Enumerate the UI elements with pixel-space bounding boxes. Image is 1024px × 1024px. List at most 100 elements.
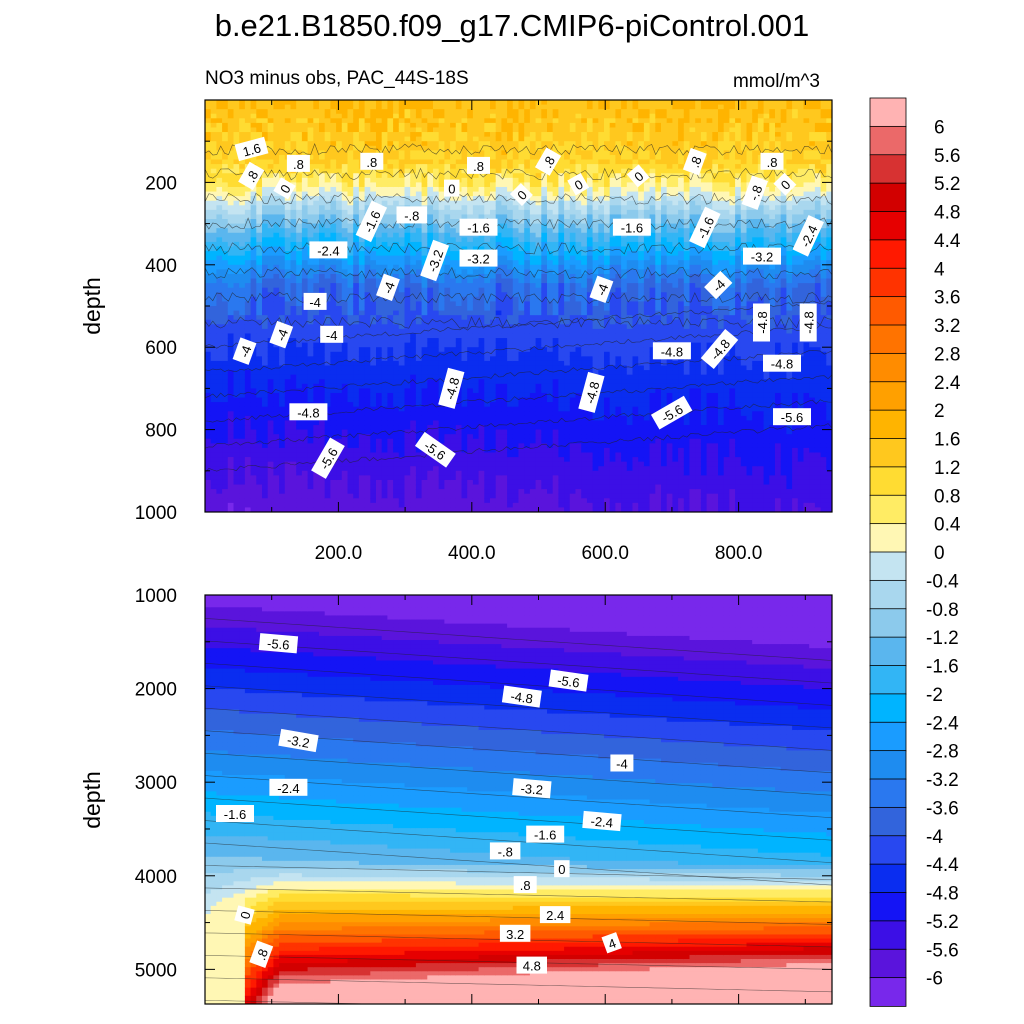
upper-field-cell [256, 100, 263, 106]
upper-field-cell [210, 154, 217, 161]
upper-field-cell [490, 507, 497, 512]
upper-field-cell [484, 269, 491, 275]
upper-field-cell [512, 241, 520, 248]
upper-field-cell [239, 425, 246, 431]
upper-field-cell [330, 479, 337, 486]
upper-field-cell [233, 182, 240, 188]
upper-field-cell [233, 196, 240, 202]
upper-field-cell [336, 310, 343, 316]
upper-field-cell [273, 397, 280, 403]
upper-field-cell [301, 507, 309, 512]
upper-field-cell [370, 379, 377, 385]
upper-field-cell [433, 219, 440, 225]
upper-field-cell [433, 356, 440, 362]
upper-field-cell [376, 365, 383, 371]
upper-field-cell [244, 237, 252, 243]
upper-field-cell [262, 246, 269, 252]
upper-field-cell [467, 177, 474, 183]
upper-field-cell [336, 237, 343, 243]
upper-field-cell [518, 127, 525, 133]
upper-field-cell [512, 127, 520, 133]
upper-field-cell [296, 493, 303, 499]
upper-field-cell [216, 287, 223, 293]
upper-field-cell [319, 434, 326, 440]
upper-field-cell [210, 370, 217, 376]
upper-field-cell [262, 347, 269, 353]
upper-field-cell [484, 173, 491, 179]
upper-field-cell [273, 342, 280, 348]
upper-field-cell [341, 182, 349, 188]
upper-field-cell [427, 164, 434, 170]
upper-field-cell [330, 315, 337, 321]
upper-field-cell [347, 489, 354, 495]
upper-field-cell [301, 502, 309, 509]
upper-field-cell [210, 415, 217, 422]
upper-field-cell [433, 392, 440, 399]
upper-field-cell [233, 251, 240, 257]
upper-field-cell [324, 118, 331, 124]
upper-field-cell [244, 264, 252, 270]
upper-field-cell [415, 356, 423, 362]
upper-field-cell [330, 356, 337, 362]
upper-field-cell [507, 310, 514, 316]
upper-field-cell [398, 100, 406, 106]
upper-field-cell [290, 347, 297, 353]
upper-field-cell [415, 145, 423, 151]
upper-field-cell [336, 159, 343, 165]
upper-field-cell [495, 205, 502, 211]
upper-field-cell [290, 498, 297, 504]
upper-field-cell [358, 502, 366, 509]
upper-field-cell [415, 466, 423, 472]
upper-field-cell [210, 402, 217, 408]
upper-field-cell [478, 475, 485, 481]
upper-field-cell [501, 333, 508, 339]
upper-field-cell [438, 493, 445, 499]
upper-field-cell [222, 168, 229, 174]
upper-field-cell [404, 264, 411, 270]
upper-field-cell [512, 484, 520, 490]
upper-field-cell [313, 141, 320, 147]
upper-field-cell [313, 287, 320, 293]
upper-field-cell [393, 209, 400, 216]
upper-field-cell [467, 406, 474, 412]
upper-field-cell [216, 283, 223, 289]
upper-field-cell [244, 425, 252, 431]
upper-field-cell [478, 292, 485, 298]
upper-field-cell [222, 232, 229, 238]
upper-field-cell [222, 493, 229, 499]
upper-field-cell [290, 383, 297, 389]
upper-field-cell [233, 278, 240, 284]
upper-field-cell [250, 351, 257, 357]
upper-field-cell [358, 287, 366, 293]
upper-field-cell [490, 237, 497, 243]
upper-field-cell [347, 356, 354, 362]
upper-field-cell [313, 150, 320, 156]
upper-field-cell [267, 214, 274, 220]
upper-field-cell [427, 324, 434, 330]
upper-field-cell [421, 232, 428, 238]
upper-field-cell [210, 228, 217, 234]
upper-field-cell [484, 214, 491, 220]
upper-field-cell [512, 434, 520, 440]
upper-field-cell [353, 315, 360, 321]
upper-field-cell [410, 397, 417, 403]
upper-field-cell [381, 150, 388, 156]
upper-field-cell [404, 255, 411, 261]
upper-field-cell [290, 502, 297, 509]
upper-field-cell [393, 319, 400, 325]
upper-field-cell [256, 241, 263, 248]
upper-field-cell [387, 251, 394, 257]
upper-field-cell [256, 246, 263, 252]
upper-field-cell [233, 429, 240, 435]
upper-field-cell [461, 493, 468, 499]
upper-field-cell [324, 104, 331, 110]
upper-field-cell [267, 402, 274, 408]
upper-field-cell [393, 365, 400, 371]
upper-field-cell [301, 319, 309, 325]
upper-field-cell [438, 269, 445, 275]
upper-field-cell [433, 415, 440, 422]
upper-field-cell [455, 365, 463, 371]
upper-field-cell [347, 457, 354, 463]
upper-field-cell [518, 214, 525, 220]
upper-field-cell [222, 136, 229, 142]
